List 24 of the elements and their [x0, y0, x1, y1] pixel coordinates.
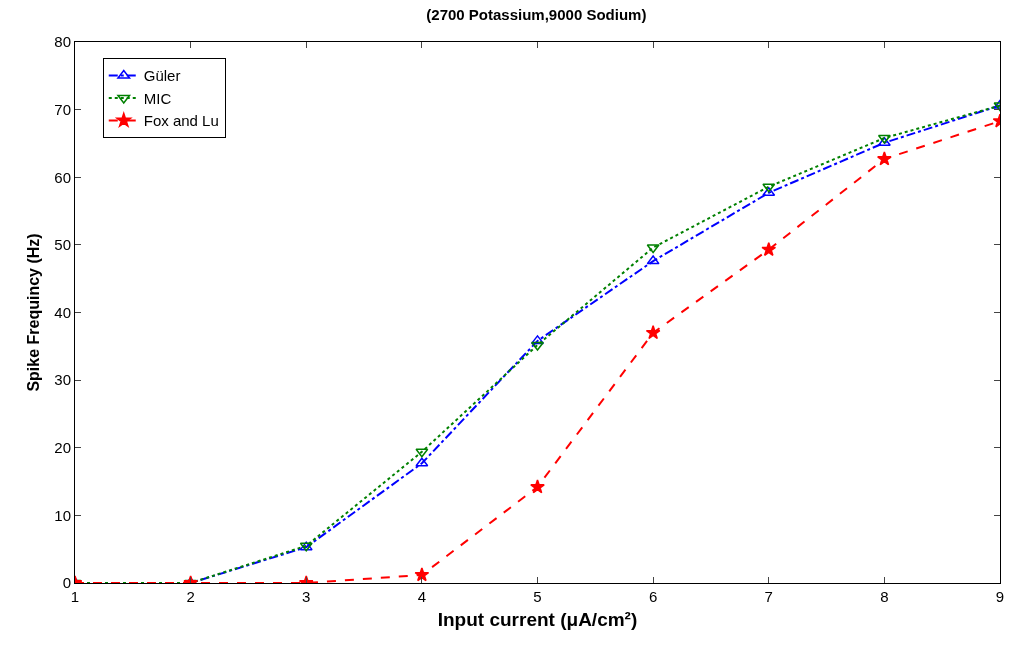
x-axis-title: Input current (μA/cm²) [437, 608, 638, 630]
x-tick-label: 9 [995, 588, 1005, 605]
legend-label: Güler [143, 67, 181, 85]
y-tick-label: 70 [54, 100, 71, 118]
x-tick-label: 4 [417, 588, 427, 605]
x-tick-label: 7 [764, 588, 773, 605]
x-tick-label: 5 [533, 588, 542, 605]
legend-label: MIC [143, 89, 172, 107]
x-tick-label: 1 [70, 588, 80, 605]
x-tick-label: 6 [648, 588, 658, 605]
y-tick-label: 60 [54, 168, 71, 186]
legend-label: Fox and Lu [143, 112, 219, 130]
y-axis-title: Spike Frequincy (Hz) [25, 233, 43, 392]
chart-title: (2700 Potassium,9000 Sodium) [426, 6, 647, 24]
y-tick-label: 40 [54, 303, 71, 321]
y-tick-label: 10 [54, 506, 71, 524]
y-tick-label: 30 [54, 371, 71, 389]
x-tick-label: 3 [302, 588, 311, 605]
y-tick-label: 50 [54, 236, 71, 254]
x-tick-label: 2 [186, 588, 195, 605]
y-tick-label: 80 [54, 33, 71, 51]
x-tick-label: 8 [880, 588, 889, 605]
y-tick-label: 0 [62, 574, 71, 592]
y-tick-label: 20 [54, 439, 71, 456]
